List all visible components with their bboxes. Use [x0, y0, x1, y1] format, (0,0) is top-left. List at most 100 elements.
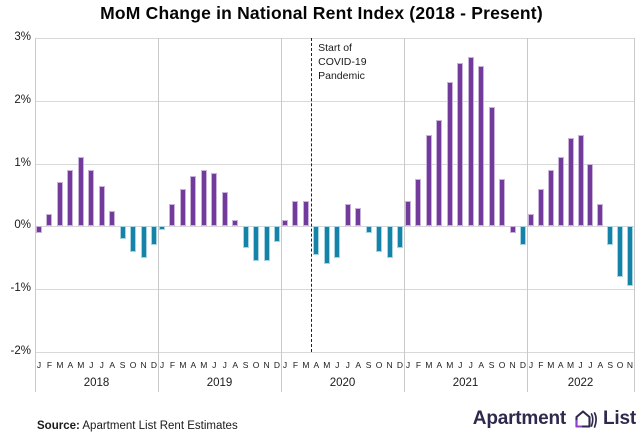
bar [577, 135, 584, 227]
bar [140, 226, 147, 258]
y-axis-tick-label: 2% [14, 93, 31, 106]
bar [88, 169, 95, 227]
bar [557, 157, 564, 227]
month-tick-label: O [129, 360, 137, 370]
panel-divider [404, 38, 405, 392]
bar [334, 226, 341, 258]
bar [488, 107, 495, 227]
month-tick-label: F [415, 360, 422, 370]
year-label: 2021 [452, 377, 479, 389]
month-tick-label: M [547, 360, 555, 370]
month-tick-label: J [99, 360, 104, 370]
month-tick-label: A [313, 360, 320, 370]
bar [436, 119, 443, 227]
month-tick-label: A [232, 360, 238, 370]
gridline [35, 163, 634, 165]
covid-dashed-line [311, 38, 313, 352]
bar [159, 226, 165, 230]
logo-word-apartment: Apartment [472, 407, 567, 429]
bar [169, 204, 176, 227]
year-label: 2019 [206, 377, 233, 389]
bar [232, 220, 239, 227]
month-tick-label: F [46, 360, 53, 370]
month-tick-label: N [509, 360, 516, 370]
gridline [35, 352, 634, 353]
bar [221, 191, 228, 227]
bar [547, 169, 554, 227]
month-tick-label: S [119, 360, 126, 370]
month-tick-label: A [190, 360, 197, 370]
month-tick-label: J [212, 360, 217, 370]
bar [313, 226, 320, 255]
month-tick-label: S [242, 360, 249, 370]
month-tick-label: J [89, 360, 94, 370]
month-tick-label: M [77, 360, 85, 370]
apartment-list-logo: Apartment List [473, 405, 636, 432]
month-tick-label: F [169, 360, 176, 370]
bar [130, 226, 137, 252]
month-tick-label: J [222, 360, 227, 370]
y-axis-tick-label: -2% [10, 345, 31, 357]
bar [607, 226, 614, 246]
month-tick-label: N [263, 360, 270, 370]
bar [323, 226, 330, 265]
bar [467, 56, 474, 227]
bar [520, 226, 526, 246]
month-tick-label: O [498, 360, 506, 370]
bar [282, 220, 288, 227]
bar [67, 169, 74, 227]
month-tick-label: A [597, 360, 604, 370]
month-tick-label: D [396, 360, 404, 370]
bar [36, 226, 42, 233]
source-label: Source: [37, 420, 80, 432]
bar [509, 226, 516, 233]
year-label: 2020 [329, 377, 356, 389]
gridline [35, 38, 634, 39]
bar [190, 176, 197, 227]
logo-word-list: List [603, 407, 636, 429]
bar [200, 169, 207, 227]
bar [355, 207, 362, 227]
month-tick-label: M [302, 360, 310, 370]
bar [567, 138, 574, 227]
bar [274, 226, 280, 243]
covid-annotation: Start of COVID-19 Pandemic [318, 41, 366, 83]
month-tick-label: M [56, 360, 64, 370]
month-tick-label: J [468, 360, 473, 370]
month-tick-label: J [405, 360, 411, 370]
bar [478, 66, 485, 227]
month-tick-label: A [355, 360, 361, 370]
bar [397, 226, 403, 249]
bar [617, 226, 624, 277]
y-axis-tick-label: 0% [14, 219, 31, 232]
bar [499, 179, 506, 227]
month-tick-label: N [386, 360, 393, 370]
month-tick-label: J [345, 360, 350, 370]
month-tick-label: D [519, 360, 527, 370]
gridline [35, 100, 634, 102]
month-tick-label: F [538, 360, 544, 370]
month-tick-label: J [458, 360, 463, 370]
source-line: Source: Apartment List Rent Estimates [37, 420, 238, 432]
bar [253, 226, 260, 261]
year-label: 2018 [83, 377, 110, 389]
month-tick-label: D [273, 360, 281, 370]
month-tick-label: N [140, 360, 147, 370]
month-tick-label: A [436, 360, 443, 370]
month-tick-label: J [528, 360, 534, 370]
bar [211, 173, 218, 227]
apartment-list-house-icon [571, 405, 598, 432]
month-tick-label: A [67, 360, 74, 370]
source-text: Apartment List Rent Estimates [82, 420, 238, 432]
month-tick-label: S [365, 360, 372, 370]
bar [405, 201, 411, 227]
month-tick-label: A [557, 360, 564, 370]
bar [365, 226, 372, 233]
bar [292, 201, 299, 227]
bar [242, 226, 249, 249]
covid-annotation-line: Start of [318, 42, 352, 54]
y-axis-tick-label: 1% [14, 156, 31, 169]
month-tick-label: A [109, 360, 115, 370]
y-axis-tick-label: -1% [10, 282, 31, 295]
